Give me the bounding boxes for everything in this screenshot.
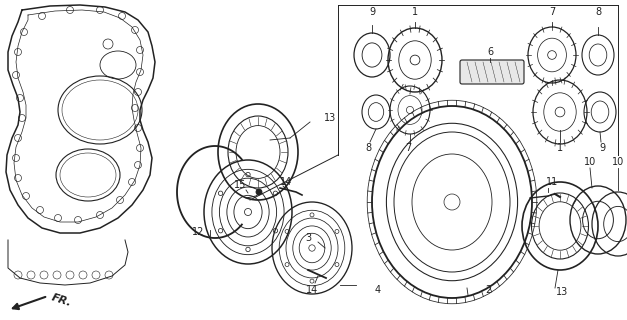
- Text: 11: 11: [546, 177, 558, 187]
- Text: 15: 15: [234, 180, 246, 190]
- Text: 3: 3: [305, 233, 311, 243]
- Text: 9: 9: [599, 143, 605, 153]
- Text: 10: 10: [612, 157, 624, 167]
- Text: 4: 4: [375, 285, 381, 295]
- Text: 14: 14: [306, 285, 318, 295]
- Text: 13: 13: [324, 113, 336, 123]
- Text: 8: 8: [595, 7, 601, 17]
- Text: 7: 7: [405, 143, 411, 153]
- Circle shape: [256, 189, 262, 195]
- Text: 12: 12: [192, 227, 204, 237]
- Text: 8: 8: [365, 143, 371, 153]
- Text: 6: 6: [487, 47, 493, 57]
- Text: 10: 10: [584, 157, 596, 167]
- Text: 9: 9: [369, 7, 375, 17]
- FancyBboxPatch shape: [460, 60, 524, 84]
- Text: 7: 7: [549, 7, 555, 17]
- Text: 13: 13: [556, 287, 568, 297]
- Text: FR.: FR.: [50, 292, 73, 308]
- Text: 14: 14: [280, 177, 292, 187]
- Text: 2: 2: [485, 285, 491, 295]
- Text: 1: 1: [557, 143, 563, 153]
- Text: 1: 1: [412, 7, 418, 17]
